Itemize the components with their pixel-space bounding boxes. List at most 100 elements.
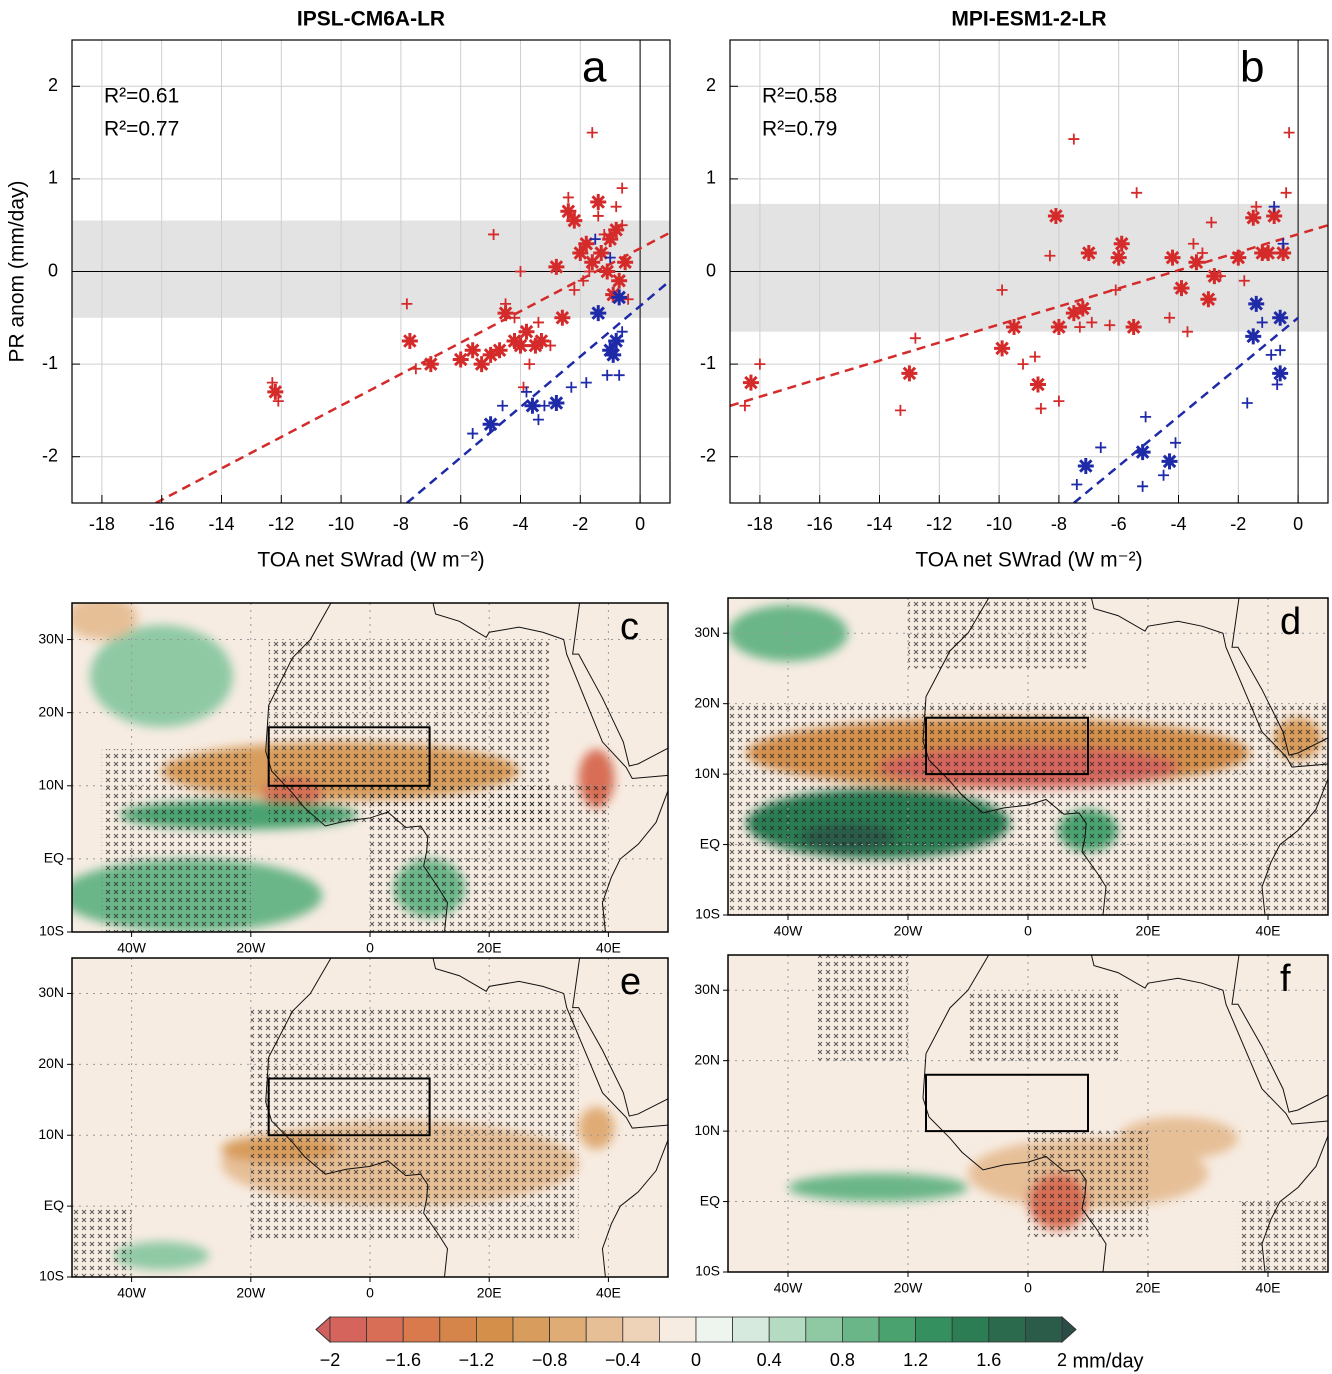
data-point xyxy=(1140,411,1152,423)
map-frame xyxy=(727,954,1329,1273)
x-tick-label: 20W xyxy=(236,940,266,956)
data-point xyxy=(572,244,589,261)
anomaly-region xyxy=(89,624,233,728)
colorbar-cell xyxy=(915,1316,953,1343)
data-point xyxy=(1077,457,1094,474)
colorbar-cell xyxy=(732,1316,770,1343)
x-tick-label: 40E xyxy=(596,940,621,956)
y-tick-label: 10S xyxy=(39,923,64,939)
data-point xyxy=(1074,321,1086,333)
data-point xyxy=(1095,441,1107,453)
data-point xyxy=(1206,268,1223,285)
x-tick-label: 40E xyxy=(1256,1280,1281,1296)
plot-area xyxy=(730,40,1328,503)
y-tick-label: 0 xyxy=(48,260,58,280)
data-point xyxy=(520,386,532,398)
colorbar-cell xyxy=(1025,1316,1063,1343)
y-tick-label: 2 xyxy=(48,75,58,95)
data-point xyxy=(1275,244,1292,261)
regression-line xyxy=(155,231,670,503)
data-point xyxy=(590,305,607,322)
colorbar-tick-label: −1.2 xyxy=(459,1350,495,1370)
colorbar-cell xyxy=(695,1316,733,1343)
data-point xyxy=(583,266,595,277)
data-point xyxy=(616,182,628,194)
data-point xyxy=(1266,207,1283,224)
colorbar-extension xyxy=(1061,1315,1077,1344)
y-tick-label: EQ xyxy=(700,835,720,851)
colorbar-tick-label: −2 xyxy=(320,1350,341,1370)
y-tick-label: 2 xyxy=(706,75,716,95)
significance-stipple xyxy=(72,1206,132,1277)
data-point xyxy=(488,228,500,240)
data-point xyxy=(578,235,595,252)
region-box xyxy=(267,726,431,787)
data-point xyxy=(1238,275,1250,287)
panel-label: f xyxy=(1280,958,1291,1000)
y-tick-label: 20N xyxy=(38,703,64,719)
panel-label: a xyxy=(582,43,607,92)
data-point xyxy=(1268,201,1280,213)
data-point xyxy=(491,342,508,359)
data-point xyxy=(894,404,906,416)
colorbar-extension xyxy=(315,1315,331,1344)
data-point xyxy=(1280,187,1292,199)
y-tick-label: 30N xyxy=(38,630,64,646)
region-box xyxy=(267,1077,431,1137)
data-point xyxy=(593,244,610,261)
anomaly-region xyxy=(788,1173,968,1202)
data-point xyxy=(532,414,544,426)
map-area xyxy=(72,958,668,1277)
x-axis-label: TOA net SWrad (W m⁻²) xyxy=(257,549,484,572)
data-point xyxy=(548,258,565,275)
x-tick-label: -10 xyxy=(986,514,1012,534)
x-tick-label: -18 xyxy=(747,514,773,534)
colorbar-cell xyxy=(622,1316,660,1343)
data-point xyxy=(599,263,616,280)
data-point xyxy=(901,365,918,382)
data-point xyxy=(518,323,535,340)
colorbar-cell xyxy=(549,1316,587,1343)
colorbar-cell xyxy=(768,1316,807,1343)
data-point xyxy=(497,305,514,322)
data-point xyxy=(1086,316,1098,328)
data-point xyxy=(611,272,628,289)
shaded-band xyxy=(72,220,670,318)
data-point xyxy=(1134,444,1151,461)
data-point xyxy=(608,332,625,349)
data-point xyxy=(584,254,601,271)
data-point xyxy=(611,289,628,306)
data-point xyxy=(1181,326,1193,338)
data-point xyxy=(1230,249,1247,266)
y-tick-label: 30N xyxy=(38,984,64,1000)
significance-stipple xyxy=(968,990,1118,1061)
data-point xyxy=(1110,284,1122,296)
data-point xyxy=(616,326,628,338)
x-tick-label: 20W xyxy=(894,923,924,939)
data-point xyxy=(1158,469,1170,481)
data-point xyxy=(622,293,634,305)
colorbar-unit: mm/day xyxy=(1072,1350,1143,1372)
significance-stipple xyxy=(1238,1201,1328,1272)
data-point xyxy=(548,394,565,411)
data-point xyxy=(1256,316,1268,328)
x-tick-label: -14 xyxy=(208,514,234,534)
data-point xyxy=(1161,453,1178,470)
data-point xyxy=(604,252,616,264)
data-point xyxy=(1137,480,1149,492)
x-tick-label: 40E xyxy=(1256,923,1281,939)
x-tick-label: 0 xyxy=(1024,923,1032,939)
panel-label: b xyxy=(1240,43,1264,92)
x-tick-label: -16 xyxy=(807,514,833,534)
r-squared-label: R²=0.58 xyxy=(762,85,837,108)
data-point xyxy=(605,346,622,363)
x-tick-label: -8 xyxy=(393,514,409,534)
data-point xyxy=(565,381,577,393)
data-point xyxy=(1248,295,1265,312)
colorbar-tick-label: 0 xyxy=(691,1350,701,1370)
map-frame xyxy=(71,602,669,933)
colorbar-tick-label: 0.4 xyxy=(757,1350,782,1370)
data-point xyxy=(1006,319,1023,336)
data-point xyxy=(467,428,479,440)
